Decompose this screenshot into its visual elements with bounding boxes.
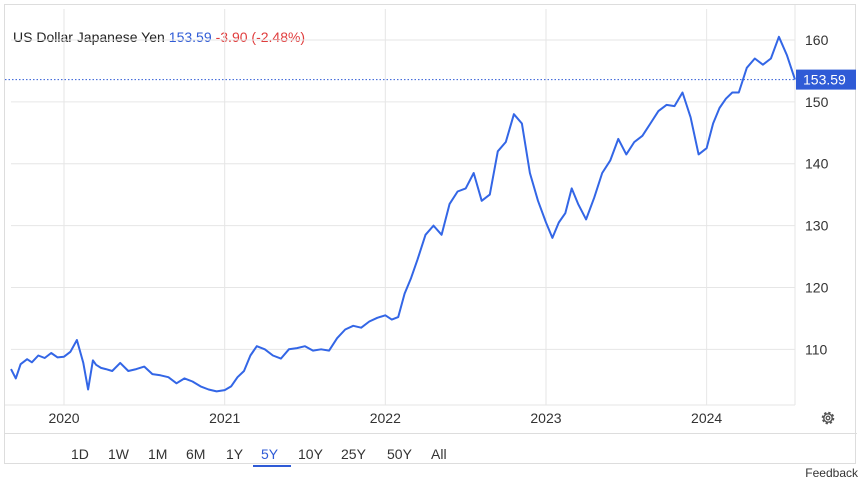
active-range-underline (253, 465, 291, 467)
range-button-1y[interactable]: 1Y (226, 446, 244, 462)
feedback-link[interactable]: Feedback (805, 466, 858, 480)
settings-button[interactable] (819, 409, 837, 427)
y-tick-label: 120 (805, 279, 829, 295)
x-tick-label: 2021 (209, 410, 240, 426)
current-price: 153.59 (168, 29, 212, 45)
y-tick-label: 110 (805, 341, 828, 357)
series-line (10, 35, 796, 393)
range-button-1w[interactable]: 1W (108, 446, 129, 462)
range-button-25y[interactable]: 25Y (341, 446, 366, 462)
y-tick-label: 140 (805, 156, 829, 172)
y-tick-label: 160 (805, 32, 829, 48)
symbol-name: US Dollar Japanese Yen (13, 29, 165, 45)
range-button-all[interactable]: All (431, 446, 447, 462)
y-tick-label: 130 (805, 218, 829, 234)
range-button-5y[interactable]: 5Y (261, 446, 279, 462)
y-tick-label: 150 (805, 94, 829, 110)
price-label-box (796, 69, 856, 90)
price-label-text: 153.59 (803, 72, 846, 88)
range-button-10y[interactable]: 10Y (298, 446, 323, 462)
price-chart[interactable]: 110 120 130 140 150 160 2020 2021 2022 2023 2024 15… (5, 5, 857, 433)
range-button-1m[interactable]: 1M (148, 446, 168, 462)
gear-icon (821, 411, 835, 425)
range-button-6m[interactable]: 6M (186, 446, 206, 462)
range-button-50y[interactable]: 50Y (387, 446, 412, 462)
range-button-1d[interactable]: 1D (71, 446, 89, 462)
x-tick-label: 2023 (530, 410, 561, 426)
chart-widget: US Dollar Japanese Yen 153.59 -3.90 (-2.48… (4, 4, 857, 467)
range-selector: 1D 1W 1M 6M 1Y 5Y 10Y 25Y 50Y All (5, 433, 857, 467)
quote-header: US Dollar Japanese Yen 153.59 -3.90 (-2.48… (13, 29, 305, 45)
price-change: -3.90 (-2.48%) (215, 29, 306, 45)
x-tick-label: 2024 (691, 410, 722, 426)
x-tick-label: 2022 (370, 410, 401, 426)
x-tick-label: 2020 (48, 410, 79, 426)
